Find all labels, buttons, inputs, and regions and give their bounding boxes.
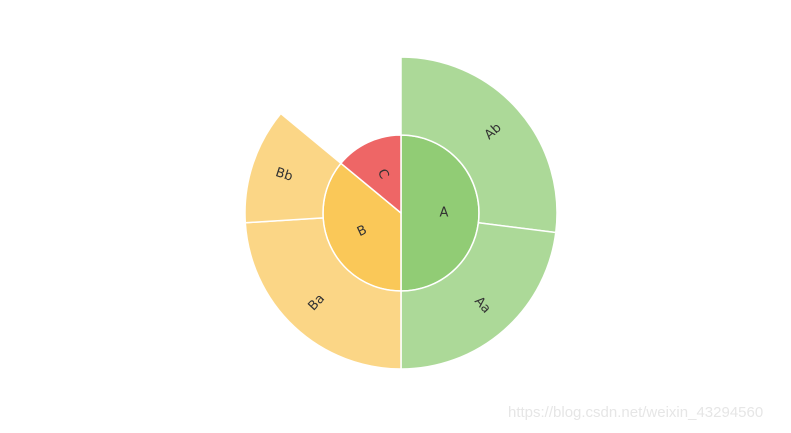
segment-ab[interactable] [400,56,558,234]
inner-ring [322,134,480,292]
segment-aa[interactable] [400,222,557,370]
outer-ring [244,56,558,370]
segment-label-a: A [439,206,448,221]
watermark-text: https://blog.csdn.net/weixin_43294560 [508,404,764,421]
segment-label-bb: Bb [274,165,295,185]
segment-bb[interactable] [244,112,342,224]
segment-c[interactable] [340,134,402,214]
segment-ba[interactable] [244,217,402,370]
